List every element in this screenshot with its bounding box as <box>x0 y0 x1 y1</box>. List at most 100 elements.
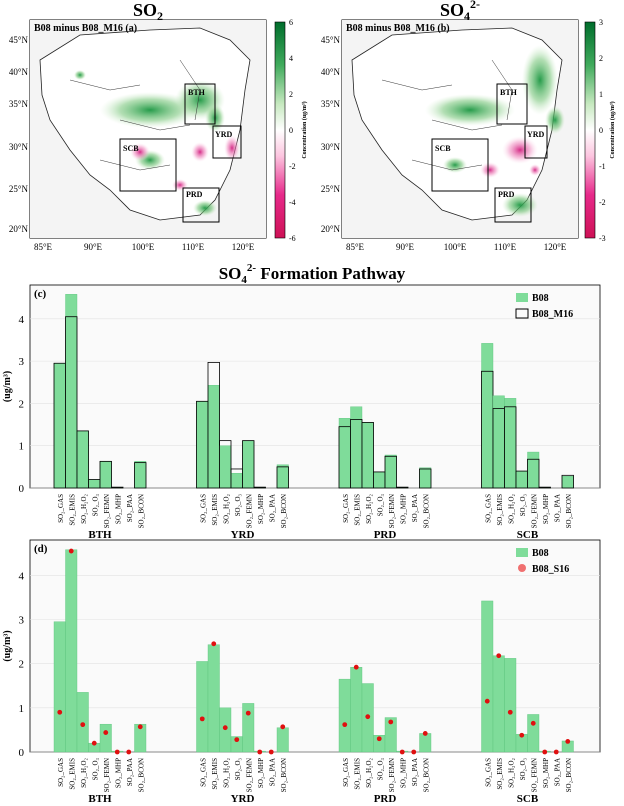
region-box-yrd <box>212 125 242 159</box>
svg-text:100°E: 100°E <box>132 242 155 252</box>
x-tick-label: SO₂_MHP <box>257 758 265 788</box>
x-tick-label: SO₂_GAS <box>57 758 65 787</box>
x-tick-label: SO₂_FEMN <box>530 758 538 792</box>
region-label-scb: SCB <box>123 144 139 153</box>
bar-b08-m16-outline <box>111 486 124 489</box>
bar-b08 <box>276 464 289 489</box>
map-a-colorbar-label: Concentration (ug/m³) <box>301 101 308 158</box>
x-tick-label: SO₂_EMIS <box>211 758 219 790</box>
svg-text:2: 2 <box>289 90 293 99</box>
x-tick-label: SO₂_FEMN <box>103 494 111 528</box>
x-tick-label: SO₂_FEMN <box>103 758 111 792</box>
point-b08-s16 <box>280 724 286 730</box>
x-tick-label: SO₂_BCON <box>280 758 288 792</box>
y-tick-label: 3 <box>19 356 25 368</box>
x-tick-label: SO₂_O₃ <box>91 493 99 516</box>
point-b08-s16 <box>234 737 240 743</box>
map-b-panel-label: B08 minus B08_M16 (b) <box>346 23 450 34</box>
svg-text:90°E: 90°E <box>396 242 415 252</box>
svg-text:3: 3 <box>599 18 603 27</box>
bar-b08 <box>242 440 255 489</box>
x-tick-label: SO₂_FEMN <box>388 494 396 528</box>
x-tick-label: SO₂_MHP <box>114 758 122 788</box>
svg-text:30°N: 30°N <box>321 142 341 152</box>
x-tick-label: SO₂_H₂O₂ <box>80 493 88 523</box>
region-label-yrd: YRD <box>215 130 233 139</box>
point-b08-s16 <box>342 722 348 728</box>
bar-b08-m16-outline <box>561 474 574 489</box>
x-tick-label: SO₂_GAS <box>484 494 492 523</box>
svg-text:120°E: 120°E <box>544 242 567 252</box>
bar-b08 <box>65 549 78 753</box>
region-box-yrd <box>524 125 548 159</box>
svg-text:110°E: 110°E <box>494 242 517 252</box>
svg-text:40°N: 40°N <box>9 67 29 77</box>
region-box-scb <box>431 138 489 192</box>
legend-swatch-b08 <box>516 548 528 557</box>
bar-b08 <box>53 621 66 753</box>
bar-b08 <box>527 714 540 753</box>
svg-text:35°N: 35°N <box>321 99 341 109</box>
svg-text:2: 2 <box>599 54 603 63</box>
svg-text:90°E: 90°E <box>84 242 103 252</box>
x-tick-label: SO₂_EMIS <box>68 758 76 790</box>
bar-b08 <box>134 461 147 489</box>
x-tick-label: SO₂_GAS <box>199 494 207 523</box>
bar-b08-m16-outline <box>134 462 147 489</box>
bar-b08-m16-outline <box>504 406 517 489</box>
group-label: BTH <box>88 793 112 805</box>
bar-b08-m16-outline <box>361 422 374 489</box>
legend-swatch-m16 <box>515 308 529 319</box>
x-tick-label: SO₂_PAA <box>126 494 134 522</box>
svg-text:100°E: 100°E <box>444 242 467 252</box>
group-label: YRD <box>231 793 255 805</box>
point-b08-s16 <box>126 749 132 755</box>
map-a-colorbar <box>274 21 286 239</box>
region-box-scb <box>119 138 177 192</box>
bar-b08 <box>338 418 351 489</box>
map-b-region-boxes: BTH YRD SCB PRD <box>431 83 548 223</box>
y-tick-label: 0 <box>19 483 25 495</box>
point-b08-s16 <box>365 714 371 720</box>
point-b08-s16 <box>484 698 490 704</box>
x-tick-label: SO₂_MHP <box>257 494 265 524</box>
map-b-colorbar-label: Concentration (ug/m³) <box>609 101 616 158</box>
bar-b08-m16-outline <box>76 430 89 489</box>
bar-b08 <box>504 398 517 489</box>
point-b08-s16 <box>507 709 513 715</box>
x-tick-label: SO₂_EMIS <box>496 758 504 790</box>
y-tick-label: 3 <box>19 615 25 627</box>
point-b08-s16 <box>211 641 217 647</box>
legend-label: B08_S16 <box>532 564 569 575</box>
point-b08-s16 <box>388 719 394 725</box>
x-tick-label: SO₂_MHP <box>399 758 407 788</box>
x-tick-label: SO₂_H₂O₂ <box>507 493 515 523</box>
svg-text:0: 0 <box>289 126 293 135</box>
svg-text:-2: -2 <box>599 198 606 207</box>
map-panel-b: SO42- B08 minus B08_M16 (b) BTH YRD SCB … <box>321 0 616 252</box>
legend-swatch-s16 <box>518 564 526 572</box>
point-b08-s16 <box>530 720 536 726</box>
bar-b08-m16-outline <box>538 486 551 489</box>
bar-b08 <box>350 406 363 489</box>
bar-b08 <box>384 717 397 753</box>
y-axis-label: (ug/m³) <box>2 371 13 402</box>
x-tick-label: SO₂_MHP <box>542 758 550 788</box>
x-tick-label: SO₂_PAA <box>553 494 561 522</box>
bar-b08-m16-outline <box>65 316 78 489</box>
bar-b08-m16-outline <box>99 460 112 489</box>
x-tick-label: SO₂_O₃ <box>91 757 99 780</box>
svg-text:20°N: 20°N <box>9 224 29 234</box>
x-tick-label: SO₂_BCON <box>137 494 145 528</box>
bar-b08-m16-outline <box>396 486 409 489</box>
svg-text:-3: -3 <box>599 234 606 243</box>
y-tick-label: 0 <box>19 747 25 759</box>
x-tick-label: SO₂_H₂O₂ <box>80 757 88 787</box>
point-b08-s16 <box>399 749 405 755</box>
region-box-bth <box>496 83 528 125</box>
bar-b08 <box>527 451 540 489</box>
bar-b08-m16-outline <box>419 468 432 489</box>
map-b-lon-ticks: 85°E 90°E 100°E 110°E 120°E <box>346 242 567 252</box>
